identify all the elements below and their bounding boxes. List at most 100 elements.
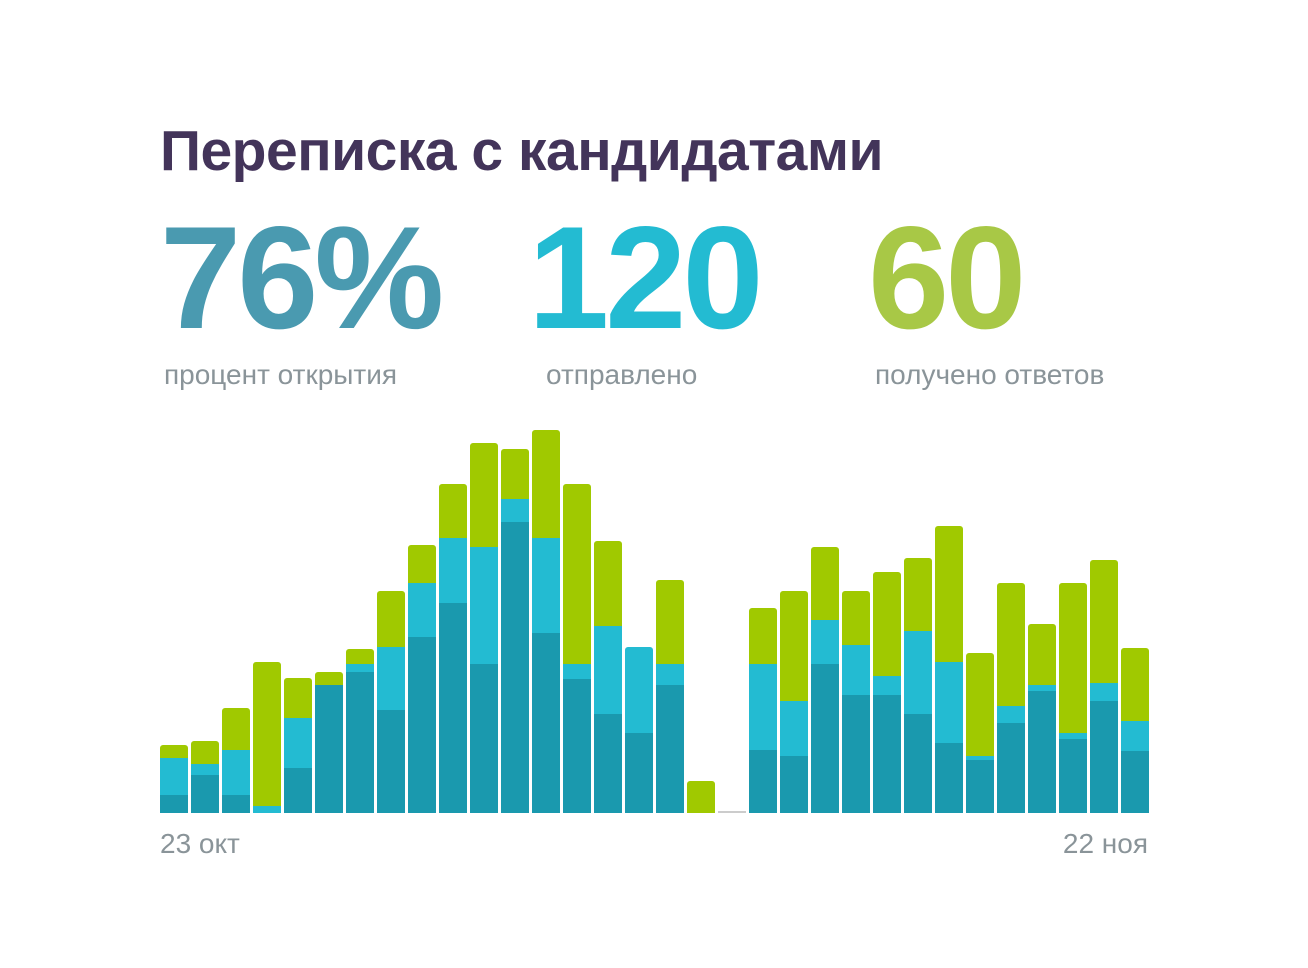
bar-segment-sent [532,538,560,633]
bar-segment-opened [408,637,436,813]
bar-segment-replies [749,608,777,664]
bar-segment-opened [811,664,839,813]
bar-segment-opened [470,664,498,813]
bar-segment-replies [842,591,870,645]
kpi-replies: 60 получено ответов [868,205,1104,391]
bar-segment-opened [222,795,250,813]
bar-stack [935,526,963,813]
x-start-label: 23 окт [160,828,240,859]
bar-segment-sent [1059,733,1087,739]
bar-stack [253,662,281,813]
bar-segment-opened [904,714,932,813]
bar-segment-replies [191,741,219,764]
kpi-label: процент открытия [164,359,398,390]
bar-stack [470,443,498,813]
bar-segment-replies [284,678,312,718]
bar-segment-opened [1059,739,1087,813]
bar-segment-replies [439,484,467,538]
bar-segment-sent [377,647,405,710]
bar-segment-replies [1121,648,1149,721]
bar-segment-sent [811,620,839,664]
bar-stack [408,545,436,813]
bar-segment-replies [780,591,808,701]
bar-segment-replies [377,591,405,647]
bar-segment-replies [997,583,1025,706]
bar-segment-sent [501,499,529,522]
bar-stack [377,591,405,813]
bar-segment-opened [1090,701,1118,813]
bar-segment-replies [470,443,498,547]
bar-segment-replies [873,572,901,676]
bar-segment-sent [1028,685,1056,691]
bar-stack [873,572,901,813]
bar-segment-replies [563,484,591,664]
bar-segment-opened [873,695,901,813]
bar-stack [1028,624,1056,813]
bar-segment-sent [842,645,870,695]
bar-segment-replies [501,449,529,499]
bar-segment-opened [377,710,405,813]
bar-segment-opened [594,714,622,813]
bar-segment-opened [780,756,808,813]
bar-stack [656,580,684,813]
bar-stack [594,541,622,813]
bar-segment-replies [594,541,622,626]
kpi-sent: 120 отправлено [528,196,764,391]
bar-empty [718,811,746,813]
kpi-label: отправлено [546,359,698,390]
bar-segment-sent [439,538,467,603]
bar-segment-sent [408,583,436,637]
bar-segment-sent [935,662,963,743]
bar-segment-opened [749,750,777,813]
bar-segment-sent [966,756,994,760]
bar-segment-replies [811,547,839,620]
kpi-value: 120 [528,196,764,359]
bar-segment-sent [625,647,653,733]
bar-segment-opened [935,743,963,813]
bar-segment-opened [160,795,188,813]
bar-segment-opened [439,603,467,813]
bar-segment-replies [1059,583,1087,733]
bar-segment-opened [1028,691,1056,813]
bar-segment-opened [842,695,870,813]
bar-segment-opened [501,522,529,813]
bar-segment-sent [1090,683,1118,701]
x-end-label: 22 ноя [1062,828,1148,859]
bar-segment-sent [284,718,312,768]
bar-segment-replies [315,672,343,685]
bar-stack [780,591,808,813]
bar-segment-sent [656,664,684,685]
bar-stack [749,608,777,813]
bar-stack [315,672,343,813]
bar-segment-sent [1121,721,1149,751]
bar-segment-replies [904,558,932,631]
bar-segment-opened [563,679,591,813]
bar-segment-sent [253,806,281,813]
bar-stack [284,678,312,813]
bar-stack [687,781,715,813]
bar-segment-opened [625,733,653,813]
bar-stack [1090,560,1118,813]
bar-segment-opened [966,760,994,813]
bar-stack [1121,648,1149,813]
bar-segment-replies [1090,560,1118,683]
bar-stack [811,547,839,813]
kpi-label: получено ответов [875,359,1105,390]
bar-segment-replies [408,545,436,583]
bar-segment-replies [346,649,374,664]
bar-segment-opened [997,723,1025,813]
bar-segment-replies [253,662,281,806]
bar-segment-sent [780,701,808,756]
bar-segment-sent [470,547,498,664]
bar-stack [1059,583,1087,813]
bar-segment-sent [594,626,622,714]
kpi-value: 76% [160,196,444,359]
bar-stack [563,484,591,813]
bar-segment-replies [1028,624,1056,685]
kpi-value: 60 [868,196,1026,359]
bar-segment-replies [222,708,250,750]
bar-stack [191,741,219,813]
bar-stack [222,708,250,813]
bar-segment-replies [966,653,994,756]
